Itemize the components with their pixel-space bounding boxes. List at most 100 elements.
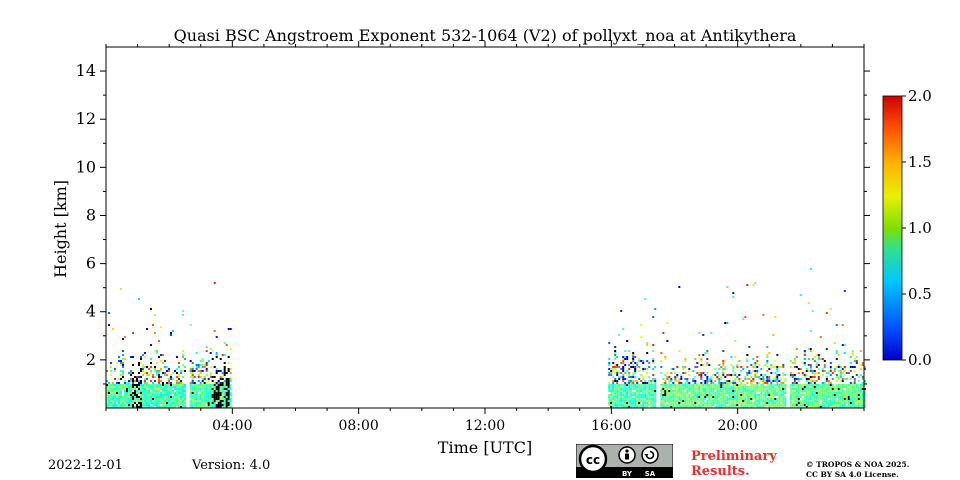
heatmap-cell (197, 394, 200, 396)
heatmap-cell (608, 364, 611, 366)
heatmap-cell (853, 388, 856, 390)
heatmap-cell (722, 396, 725, 398)
heatmap-cell (205, 368, 208, 370)
heatmap-cell (197, 400, 200, 402)
heatmap-cell (618, 386, 621, 388)
heatmap-cell (662, 392, 665, 394)
heatmap-cell (811, 388, 814, 390)
heatmap-cell (652, 362, 655, 364)
heatmap-cell (180, 400, 182, 402)
heatmap-cell (680, 392, 683, 394)
heatmap-cell (722, 370, 725, 372)
heatmap-cell (217, 394, 220, 396)
heatmap-cell (797, 398, 800, 400)
heatmap-cell (694, 376, 697, 378)
heatmap-cell (180, 384, 182, 386)
heatmap-cell (821, 404, 824, 406)
heatmap-cell (841, 398, 844, 400)
heatmap-cell (782, 402, 785, 404)
heatmap-cell (720, 392, 723, 394)
heatmap-cell (682, 396, 685, 398)
heatmap-cell (837, 394, 840, 396)
heatmap-cell (859, 404, 862, 406)
heatmap-cell (859, 364, 862, 366)
heatmap-cell (142, 404, 144, 406)
heatmap-cell (797, 390, 800, 392)
heatmap-cell (730, 392, 733, 394)
heatmap-cell (851, 384, 854, 386)
heatmap-cell (732, 382, 735, 384)
heatmap-cell (142, 384, 144, 386)
heatmap-cell (718, 384, 721, 386)
heatmap-cell (176, 382, 178, 384)
heatmap-cell (146, 382, 148, 384)
heatmap-cell (795, 356, 798, 358)
heatmap-cell (833, 402, 836, 404)
heatmap-cell (839, 392, 842, 394)
heatmap-cell (207, 388, 210, 390)
heatmap-cell (191, 372, 194, 374)
heatmap-cell (847, 402, 850, 404)
heatmap-cell (730, 406, 733, 408)
heatmap-cell (851, 350, 854, 352)
heatmap-cell (778, 398, 781, 400)
heatmap-cell (209, 394, 212, 396)
heatmap-cell (628, 392, 631, 394)
heatmap-cell (825, 406, 828, 408)
heatmap-cell (176, 404, 178, 406)
heatmap-cell (843, 352, 846, 354)
heatmap-cell (158, 376, 160, 378)
heatmap-cell (797, 384, 800, 386)
heatmap-cell (839, 374, 842, 376)
heatmap-cell (168, 406, 170, 408)
heatmap-cell (180, 382, 182, 384)
heatmap-cell (223, 366, 226, 368)
heatmap-cell (851, 392, 854, 394)
heatmap-cell (150, 366, 152, 368)
heatmap-cell (193, 396, 196, 398)
heatmap-cell (632, 358, 635, 360)
heatmap-cell (855, 356, 858, 358)
heatmap-cell (608, 388, 611, 390)
heatmap-cell (750, 392, 753, 394)
heatmap-cell (766, 378, 769, 380)
heatmap-cell (199, 390, 202, 392)
heatmap-cell (716, 372, 719, 374)
heatmap-cell (724, 390, 727, 392)
heatmap-cell (636, 390, 639, 392)
heatmap-cell (152, 400, 154, 402)
heatmap-cell (178, 402, 180, 404)
heatmap-cell (654, 378, 657, 380)
heatmap-cell (817, 388, 820, 390)
heatmap-cell (694, 384, 697, 386)
heatmap-cell (732, 402, 735, 404)
heatmap-cell (853, 392, 856, 394)
heatmap-cell (728, 398, 731, 400)
heatmap-cell (863, 402, 866, 404)
heatmap-cell (756, 394, 759, 396)
heatmap-cell (608, 394, 611, 396)
heatmap-cell (229, 328, 232, 330)
heatmap-cell (140, 390, 142, 392)
heatmap-cell (158, 400, 160, 402)
heatmap-cell (819, 392, 822, 394)
x-tick-label: 04:00 (212, 418, 252, 434)
heatmap-cell (686, 384, 689, 386)
heatmap-cell (851, 404, 854, 406)
heatmap-cell (610, 400, 613, 402)
heatmap-cell (851, 400, 854, 402)
heatmap-cell (648, 382, 651, 384)
heatmap-cell (660, 366, 663, 368)
heatmap-cell (124, 394, 126, 396)
heatmap-cell (716, 400, 719, 402)
heatmap-cell (193, 394, 196, 396)
heatmap-cell (144, 356, 146, 358)
heatmap-cell (827, 372, 830, 374)
heatmap-cell (638, 404, 641, 406)
heatmap-cell (766, 366, 769, 368)
heatmap-cell (648, 398, 651, 400)
heatmap-cell (199, 392, 202, 394)
heatmap-cell (684, 382, 687, 384)
heatmap-cell (612, 398, 615, 400)
heatmap-cell (760, 406, 763, 408)
